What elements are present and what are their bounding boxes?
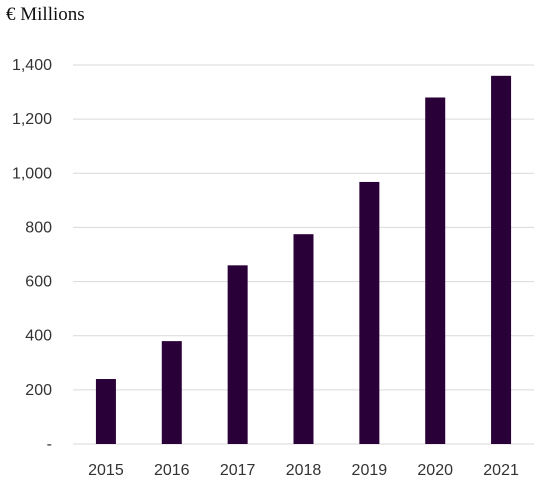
- y-tick-label: 800: [25, 219, 52, 236]
- bar-2016: [161, 341, 182, 444]
- x-tick-label: 2019: [352, 462, 388, 479]
- x-tick-label: 2017: [220, 462, 256, 479]
- y-axis-unit-label: € Millions: [6, 4, 85, 25]
- bar-2019: [359, 181, 380, 444]
- bar-2017: [227, 265, 248, 444]
- bar-2021: [491, 75, 512, 444]
- x-tick-label: 2016: [154, 462, 190, 479]
- y-tick-label: 1,400: [12, 57, 52, 74]
- x-tick-label: 2021: [483, 462, 519, 479]
- x-tick-label: 2020: [417, 462, 453, 479]
- y-tick-label: -: [47, 436, 52, 453]
- y-tick-label: 600: [25, 274, 52, 291]
- bar-2018: [293, 234, 314, 444]
- x-axis-tick-labels: 2015 2016 2017 2018 2019 2020 2021: [88, 462, 519, 479]
- y-tick-label: 1,200: [12, 111, 52, 128]
- y-tick-label: 1,000: [12, 165, 52, 182]
- y-axis-tick-labels: - 200 400 600 800 1,000 1,200 1,400: [12, 57, 52, 453]
- x-tick-label: 2018: [286, 462, 322, 479]
- y-tick-label: 400: [25, 328, 52, 345]
- bar-2020: [425, 97, 446, 444]
- y-tick-label: 200: [25, 382, 52, 399]
- x-tick-label: 2015: [88, 462, 124, 479]
- bars: [95, 75, 512, 444]
- bar-2015: [95, 379, 116, 444]
